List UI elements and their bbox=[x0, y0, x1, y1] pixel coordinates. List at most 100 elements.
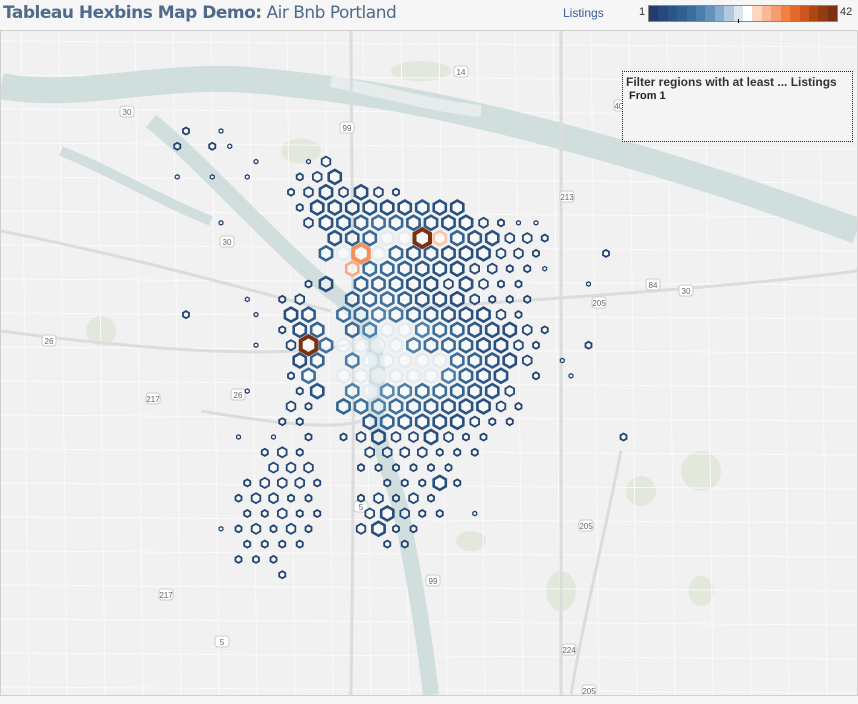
hexbin[interactable] bbox=[467, 321, 483, 339]
hexbin[interactable] bbox=[276, 446, 288, 459]
hexbin[interactable] bbox=[432, 413, 448, 431]
hexbin[interactable] bbox=[285, 461, 297, 474]
hexbin[interactable] bbox=[344, 198, 360, 217]
hexbin[interactable] bbox=[408, 430, 419, 444]
hexbin[interactable] bbox=[418, 478, 427, 488]
hexbin[interactable] bbox=[409, 524, 418, 534]
hexbin[interactable] bbox=[432, 321, 448, 339]
hexbin[interactable] bbox=[476, 336, 491, 354]
hexbin[interactable] bbox=[502, 321, 518, 339]
hexbin[interactable] bbox=[236, 434, 241, 440]
hexbin[interactable] bbox=[362, 321, 378, 339]
hexbin[interactable] bbox=[244, 296, 250, 303]
hexbin[interactable] bbox=[449, 260, 465, 278]
hexbin[interactable] bbox=[469, 293, 481, 306]
hexbin[interactable] bbox=[444, 463, 453, 473]
hexbin[interactable] bbox=[513, 339, 524, 352]
hexbin[interactable] bbox=[260, 508, 269, 519]
hexbin[interactable] bbox=[432, 351, 448, 370]
hexbin[interactable] bbox=[435, 508, 444, 519]
hexbin[interactable] bbox=[339, 432, 348, 442]
hexbin[interactable] bbox=[514, 401, 523, 411]
hexbin[interactable] bbox=[320, 155, 332, 168]
hexbin[interactable] bbox=[397, 229, 413, 247]
hexbin[interactable] bbox=[505, 264, 514, 274]
hexbin[interactable] bbox=[568, 372, 574, 379]
hexbin[interactable] bbox=[353, 275, 369, 293]
hexbin[interactable] bbox=[383, 478, 392, 488]
hexbin[interactable] bbox=[371, 367, 386, 385]
hexbin[interactable] bbox=[414, 382, 430, 400]
hexbin[interactable] bbox=[523, 264, 532, 274]
hexbin[interactable] bbox=[309, 351, 325, 370]
hexbin-map[interactable]: 1414993030213205843026217265217992055224… bbox=[0, 30, 858, 696]
hexbin[interactable] bbox=[243, 478, 252, 488]
hexbin[interactable] bbox=[432, 260, 448, 278]
hexbin[interactable] bbox=[309, 321, 325, 339]
hexbin[interactable] bbox=[432, 474, 448, 492]
hexbin[interactable] bbox=[397, 290, 413, 308]
hexbin[interactable] bbox=[443, 277, 454, 291]
hexbin[interactable] bbox=[484, 382, 500, 400]
hexbin[interactable] bbox=[371, 214, 386, 232]
hexbin[interactable] bbox=[208, 141, 217, 151]
hexbin[interactable] bbox=[278, 539, 287, 549]
hexbin[interactable] bbox=[362, 382, 378, 400]
hexbin[interactable] bbox=[497, 218, 505, 228]
hexbin[interactable] bbox=[379, 321, 395, 339]
hexbin[interactable] bbox=[357, 463, 365, 473]
hexbin[interactable] bbox=[253, 158, 259, 165]
hexbin[interactable] bbox=[532, 248, 540, 258]
hexbin[interactable] bbox=[414, 321, 430, 339]
hexbin[interactable] bbox=[295, 172, 304, 182]
hexbin[interactable] bbox=[392, 187, 400, 197]
hexbin[interactable] bbox=[268, 492, 279, 505]
hexbins[interactable] bbox=[173, 126, 628, 580]
hexbin[interactable] bbox=[250, 522, 262, 535]
hexbin[interactable] bbox=[495, 308, 507, 321]
hexbin[interactable] bbox=[371, 520, 386, 538]
hexbin[interactable] bbox=[406, 336, 421, 354]
hexbin[interactable] bbox=[318, 244, 334, 262]
hexbin[interactable] bbox=[585, 281, 592, 287]
hexbin[interactable] bbox=[399, 446, 411, 459]
hexbin[interactable] bbox=[353, 397, 369, 415]
hexbin[interactable] bbox=[449, 413, 465, 431]
hexbin[interactable] bbox=[540, 233, 549, 243]
hexbin[interactable] bbox=[488, 417, 497, 427]
hexbin[interactable] bbox=[344, 290, 360, 308]
hexbin[interactable] bbox=[458, 214, 474, 232]
hexbin[interactable] bbox=[412, 226, 432, 250]
hexbin[interactable] bbox=[285, 339, 297, 352]
hexbin[interactable] bbox=[353, 306, 369, 324]
hexbin[interactable] bbox=[388, 367, 404, 385]
hexbin[interactable] bbox=[285, 522, 297, 535]
hexbin[interactable] bbox=[371, 397, 386, 415]
hexbin[interactable] bbox=[476, 244, 491, 262]
hexbin[interactable] bbox=[441, 336, 456, 354]
hexbin[interactable] bbox=[414, 413, 430, 431]
hexbin[interactable] bbox=[344, 351, 360, 370]
hexbin[interactable] bbox=[449, 290, 465, 308]
hexbin[interactable] bbox=[336, 244, 351, 262]
hexbin[interactable] bbox=[392, 463, 400, 473]
hexbin[interactable] bbox=[406, 244, 421, 262]
hexbin[interactable] bbox=[414, 260, 430, 278]
hexbin[interactable] bbox=[336, 367, 351, 385]
hexbin[interactable] bbox=[467, 229, 483, 247]
hexbin[interactable] bbox=[362, 290, 378, 308]
hexbin[interactable] bbox=[504, 232, 515, 245]
hexbin[interactable] bbox=[351, 242, 371, 265]
hexbin[interactable] bbox=[423, 275, 439, 293]
hexbin[interactable] bbox=[379, 229, 395, 247]
hexbin[interactable] bbox=[486, 262, 498, 275]
hexbin[interactable] bbox=[423, 428, 439, 446]
hexbin[interactable] bbox=[260, 447, 269, 457]
hexbin[interactable] bbox=[449, 351, 465, 370]
hexbin[interactable] bbox=[379, 290, 395, 308]
hexbin[interactable] bbox=[432, 229, 448, 247]
hexbin[interactable] bbox=[467, 382, 483, 400]
hexbin[interactable] bbox=[304, 279, 313, 289]
hexbin[interactable] bbox=[458, 397, 474, 415]
hexbin[interactable] bbox=[397, 260, 413, 278]
